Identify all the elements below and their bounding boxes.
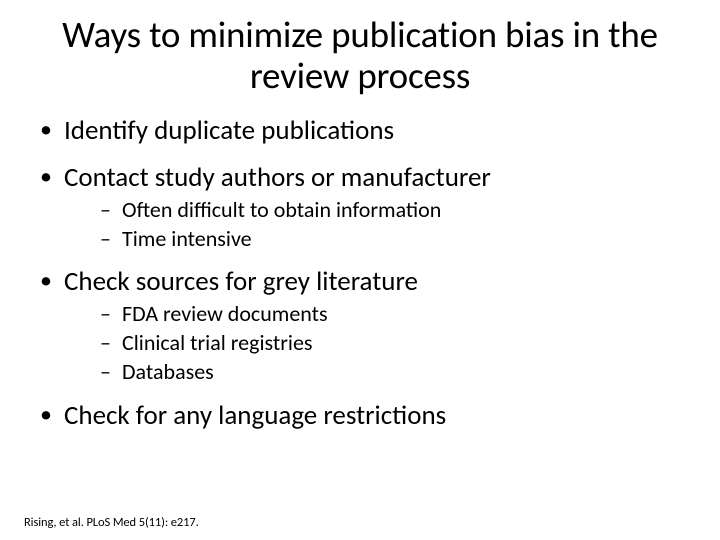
sub-bullet-text: Clinical trial registries — [122, 329, 313, 356]
list-item: Check sources for grey literature FDA re… — [40, 266, 698, 385]
list-item: Check for any language restrictions — [40, 400, 698, 433]
sub-bullet-text: Time intensive — [122, 225, 252, 252]
slide-title: Ways to minimize publication bias in the… — [44, 14, 676, 97]
sub-list-item: FDA review documents — [100, 301, 698, 328]
sub-list-item: Often difficult to obtain information — [100, 197, 698, 224]
sub-list-item: Clinical trial registries — [100, 330, 698, 357]
bullet-text: Contact study authors or manufacturer — [64, 161, 491, 194]
bullet-text: Identify duplicate publications — [64, 114, 394, 147]
sub-list-item: Databases — [100, 359, 698, 386]
list-item: Identify duplicate publications — [40, 115, 698, 148]
sub-bullet-text: Often difficult to obtain information — [122, 196, 441, 223]
bullet-text: Check sources for grey literature — [64, 265, 418, 298]
bullet-text: Check for any language restrictions — [64, 399, 446, 432]
slide: Ways to minimize publication bias in the… — [0, 0, 720, 540]
sub-bullet-list: Often difficult to obtain information Ti… — [64, 197, 698, 253]
sub-list-item: Time intensive — [100, 226, 698, 253]
citation: Rising, et al. PLoS Med 5(11): e217. — [22, 507, 698, 530]
sub-bullet-text: FDA review documents — [122, 300, 328, 327]
sub-bullet-text: Databases — [122, 358, 214, 385]
list-item: Contact study authors or manufacturer Of… — [40, 162, 698, 253]
bullet-list: Identify duplicate publications Contact … — [22, 115, 698, 447]
sub-bullet-list: FDA review documents Clinical trial regi… — [64, 301, 698, 385]
